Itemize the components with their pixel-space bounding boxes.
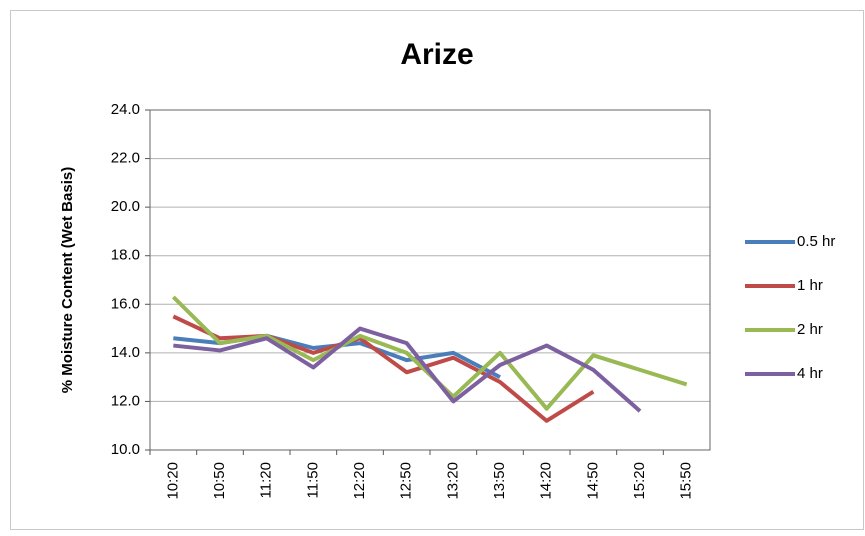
x-tick-label: 13:50	[491, 462, 508, 500]
y-tick-label: 24.0	[111, 101, 140, 118]
y-tick-label: 10.0	[111, 441, 140, 458]
y-tick-label: 22.0	[111, 150, 140, 167]
x-tick-label: 14:50	[584, 462, 601, 500]
y-tick-label: 16.0	[111, 295, 140, 312]
x-tick-label: 13:20	[444, 462, 461, 500]
x-tick-label: 14:20	[538, 462, 555, 500]
legend-label: 1 hr	[797, 277, 823, 294]
y-tick-label: 20.0	[111, 198, 140, 215]
x-tick-label: 15:20	[631, 462, 648, 500]
chart-title: Arize	[400, 38, 473, 71]
x-tick-label: 11:50	[304, 462, 321, 498]
x-tick-label: 10:20	[164, 462, 181, 500]
x-tick-label: 15:50	[678, 462, 695, 500]
series-line	[173, 326, 642, 413]
legend-label: 4 hr	[797, 365, 823, 382]
x-tick-label: 12:20	[351, 462, 368, 500]
series-line	[172, 314, 595, 423]
x-tick-label: 10:50	[211, 462, 228, 500]
x-tick-label: 11:20	[258, 462, 275, 498]
chart-frame	[10, 10, 864, 530]
legend-label: 2 hr	[797, 321, 823, 338]
x-tick-label: 12:50	[398, 462, 415, 500]
y-tick-label: 14.0	[111, 344, 140, 361]
y-axis-label: % Moisture Content (Wet Basis)	[59, 167, 76, 393]
y-tick-label: 12.0	[111, 392, 140, 409]
y-tick-label: 18.0	[111, 247, 140, 264]
legend-label: 0.5 hr	[797, 233, 835, 250]
